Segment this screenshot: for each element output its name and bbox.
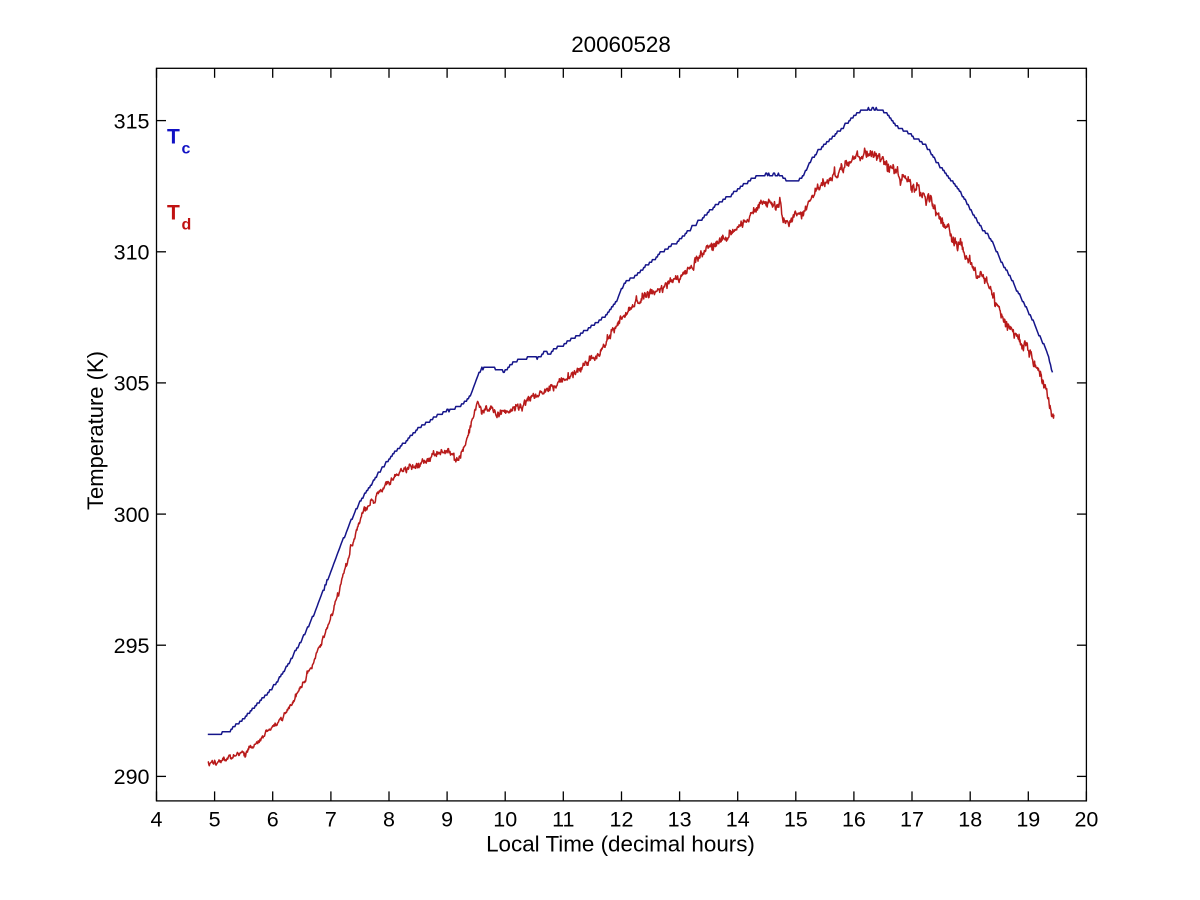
svg-text:d: d xyxy=(182,217,192,234)
svg-text:290: 290 xyxy=(114,765,150,789)
svg-text:6: 6 xyxy=(267,808,279,832)
svg-text:14: 14 xyxy=(726,808,750,832)
svg-text:T: T xyxy=(167,202,180,225)
svg-text:Local Time (decimal hours): Local Time (decimal hours) xyxy=(486,832,755,857)
svg-text:5: 5 xyxy=(209,808,221,832)
svg-text:300: 300 xyxy=(114,503,150,527)
svg-text:19: 19 xyxy=(1016,808,1040,832)
svg-text:13: 13 xyxy=(668,808,692,832)
svg-text:T: T xyxy=(167,125,180,148)
svg-text:7: 7 xyxy=(325,808,337,832)
svg-text:18: 18 xyxy=(958,808,982,832)
svg-text:315: 315 xyxy=(114,109,150,133)
svg-text:16: 16 xyxy=(842,808,866,832)
svg-text:11: 11 xyxy=(552,808,574,832)
svg-text:8: 8 xyxy=(383,808,395,832)
svg-text:12: 12 xyxy=(610,808,634,832)
svg-text:295: 295 xyxy=(114,634,150,658)
svg-text:c: c xyxy=(182,141,191,158)
svg-text:20060528: 20060528 xyxy=(571,32,671,57)
svg-text:Temperature (K): Temperature (K) xyxy=(83,351,108,510)
svg-text:15: 15 xyxy=(784,808,808,832)
svg-text:17: 17 xyxy=(900,808,924,832)
svg-text:9: 9 xyxy=(441,808,453,832)
svg-text:305: 305 xyxy=(114,372,150,396)
svg-text:10: 10 xyxy=(493,808,517,832)
svg-text:4: 4 xyxy=(151,808,163,832)
svg-text:310: 310 xyxy=(114,241,150,265)
svg-text:20: 20 xyxy=(1074,808,1098,832)
